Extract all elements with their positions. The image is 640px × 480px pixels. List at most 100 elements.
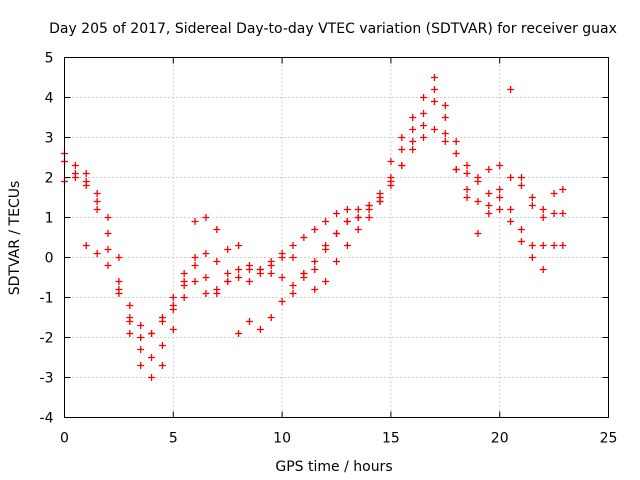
grid-lines (64, 57, 609, 418)
data-point (202, 250, 210, 257)
data-point (485, 202, 493, 209)
x-tick-label: 10 (273, 431, 291, 447)
data-point (180, 270, 188, 277)
data-point (539, 242, 547, 249)
data-point (93, 198, 101, 205)
data-point (213, 226, 221, 233)
data-point (463, 194, 471, 201)
data-point (311, 226, 319, 233)
data-point (300, 234, 308, 241)
data-point (224, 278, 232, 285)
data-point (104, 246, 112, 253)
data-point (333, 258, 340, 265)
data-point (507, 206, 515, 213)
data-point (517, 182, 525, 189)
data-point (245, 318, 253, 325)
data-point (180, 294, 188, 301)
series-track-b (61, 98, 567, 381)
data-point (517, 226, 525, 233)
data-point (235, 266, 243, 273)
data-point (343, 218, 351, 225)
data-point (191, 254, 199, 261)
data-point (322, 218, 330, 225)
data-point (539, 266, 547, 273)
data-point (267, 314, 275, 321)
data-point (322, 278, 330, 285)
data-point (420, 134, 428, 141)
y-tick-label: -4 (40, 411, 54, 427)
data-point (507, 218, 515, 225)
data-point (343, 206, 351, 213)
data-point (289, 290, 297, 297)
data-point (245, 262, 253, 269)
data-point (322, 242, 330, 249)
y-tick-label: 2 (45, 171, 54, 187)
data-point (180, 282, 188, 289)
data-point (409, 114, 417, 121)
data-point (463, 170, 471, 177)
data-point (485, 190, 493, 197)
data-point (235, 242, 243, 249)
data-point (289, 282, 297, 289)
data-point (420, 110, 428, 117)
data-point (354, 226, 362, 233)
data-point (311, 258, 319, 265)
data-point (409, 138, 417, 145)
data-point (496, 194, 504, 201)
data-point (550, 242, 558, 249)
data-point (82, 178, 90, 185)
data-point (224, 246, 232, 253)
data-point (245, 278, 253, 285)
data-point (137, 322, 145, 329)
data-point (539, 214, 547, 221)
data-points (61, 74, 567, 381)
data-point (452, 138, 460, 145)
data-point (387, 158, 395, 165)
data-point (148, 330, 156, 337)
data-point (528, 254, 536, 261)
y-tick-label: 3 (45, 131, 54, 147)
data-point (507, 174, 515, 181)
series-track-d (61, 86, 567, 337)
data-point (126, 314, 134, 321)
data-point (398, 134, 406, 141)
data-point (485, 210, 493, 217)
y-tick-label: 1 (45, 211, 54, 227)
data-point (365, 214, 373, 221)
data-point (376, 198, 384, 205)
data-point (507, 86, 515, 93)
data-point (441, 130, 449, 137)
data-point (137, 334, 145, 341)
data-point (104, 262, 112, 269)
x-tick-label: 15 (382, 431, 400, 447)
data-point (267, 270, 275, 277)
data-point (528, 202, 536, 209)
axis-ticks: 0 5 10 15 20 25 -4 -3 -2 -1 0 1 2 3 4 5 (40, 51, 618, 447)
data-point (169, 294, 177, 301)
data-point (550, 190, 558, 197)
data-point (158, 314, 166, 321)
data-point (343, 242, 351, 249)
data-point (191, 278, 199, 285)
data-point (441, 138, 449, 145)
data-point (93, 250, 101, 257)
data-point (289, 254, 297, 261)
x-tick-label: 0 (60, 431, 69, 447)
x-axis-label: GPS time / hours (275, 459, 392, 475)
data-point (202, 290, 210, 297)
data-point (278, 298, 286, 305)
data-point (496, 206, 504, 213)
data-point (115, 254, 123, 261)
y-tick-label: -3 (40, 371, 54, 387)
data-point (463, 186, 471, 193)
x-tick-label: 5 (169, 431, 178, 447)
data-point (235, 330, 243, 337)
data-point (430, 86, 438, 93)
data-point (169, 306, 177, 313)
data-point (235, 274, 243, 281)
data-point (82, 170, 90, 177)
data-point (137, 346, 145, 353)
data-point (126, 302, 134, 309)
data-point (267, 258, 275, 265)
